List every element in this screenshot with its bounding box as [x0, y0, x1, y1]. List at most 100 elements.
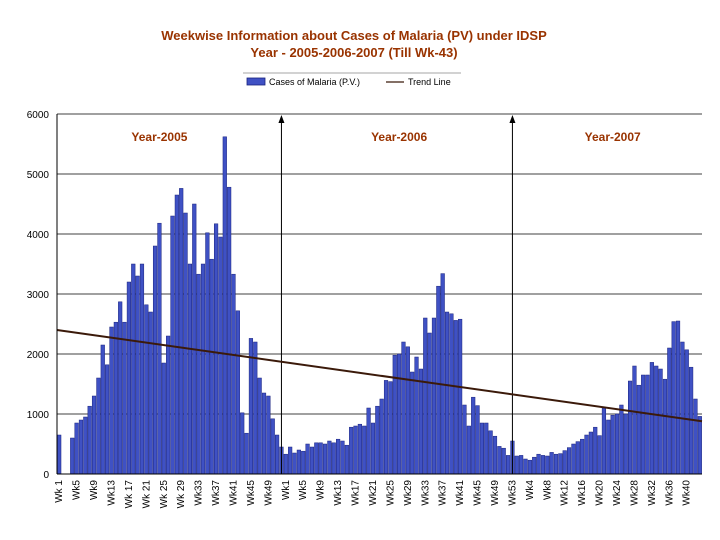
bar: [614, 413, 620, 475]
bar: [100, 344, 105, 475]
bar: [536, 453, 541, 475]
x-tick-label: Wk32: [647, 480, 658, 506]
bar: [675, 320, 681, 475]
x-tick-label: Wk20: [595, 480, 606, 506]
x-tick-label: Wk17: [351, 480, 362, 506]
bar: [462, 404, 467, 475]
x-tick-label: Wk49: [263, 480, 274, 506]
bar: [375, 405, 380, 475]
bar: [344, 444, 349, 475]
bar: [571, 443, 576, 475]
bar: [122, 321, 127, 475]
bar: [584, 434, 589, 475]
bar: [388, 381, 393, 475]
bar: [135, 275, 140, 475]
bar: [227, 186, 232, 475]
bar: [322, 443, 328, 475]
bar: [213, 223, 219, 475]
x-tick-label: Wk13: [333, 480, 344, 506]
bar: [444, 311, 450, 475]
bar: [187, 263, 192, 475]
bar: [366, 407, 371, 475]
bar: [475, 405, 480, 475]
bar: [105, 364, 110, 475]
bar: [697, 416, 702, 475]
bar: [261, 392, 267, 475]
bar: [453, 320, 458, 475]
x-tick-label: Wk25: [385, 480, 396, 506]
bar: [131, 263, 136, 475]
bar: [693, 398, 698, 475]
x-tick-label: Wk9: [316, 480, 327, 500]
bar: [78, 419, 84, 475]
bar: [275, 434, 280, 475]
bar: [248, 338, 254, 475]
bar: [593, 426, 598, 475]
x-tick-label: Wk4: [525, 480, 536, 500]
bar: [645, 374, 650, 475]
bar: [218, 236, 223, 475]
x-tick-label: Wk 25: [159, 480, 170, 509]
bar: [514, 455, 519, 475]
x-tick-label: Wk33: [420, 480, 431, 506]
bar: [253, 341, 258, 475]
x-tick-label: Wk49: [490, 480, 501, 506]
bar: [200, 263, 206, 475]
bar: [305, 443, 310, 475]
x-tick-label: Wk40: [682, 480, 693, 506]
trend-line-group: [56, 329, 703, 423]
bar: [540, 455, 546, 475]
x-tick-label: Wk 21: [141, 480, 152, 509]
bar: [488, 430, 493, 475]
bar: [383, 380, 389, 475]
x-tick-label: Wk5: [72, 480, 83, 500]
x-tick-label: Wk21: [368, 480, 379, 506]
bar: [505, 455, 511, 475]
bar: [410, 371, 415, 475]
bar: [336, 438, 341, 475]
x-tick-label: Wk12: [560, 480, 571, 506]
bar: [222, 136, 227, 475]
bar: [288, 446, 293, 475]
x-tick-label: Wk 1: [54, 480, 65, 503]
bar: [492, 435, 498, 475]
bar: [309, 446, 315, 475]
bar: [628, 380, 633, 475]
bar: [266, 395, 271, 475]
legend: Cases of Malaria (P.V.) Trend Line: [243, 72, 461, 87]
bar: [658, 368, 663, 475]
bar: [623, 413, 628, 475]
bar: [667, 347, 672, 475]
x-tick-label: Wk28: [629, 480, 640, 506]
bar: [519, 455, 524, 475]
x-tick-label: Wk36: [664, 480, 675, 506]
bar: [192, 203, 197, 475]
x-tick-label: Wk53: [507, 480, 518, 506]
bar: [314, 442, 319, 475]
x-tick-label: Wk13: [106, 480, 117, 506]
bar: [244, 432, 249, 475]
bar: [231, 273, 236, 475]
bar: [74, 422, 79, 475]
divider-arrowhead: [509, 115, 516, 123]
bar: [558, 453, 563, 475]
bar: [318, 442, 323, 475]
bar: [632, 365, 637, 475]
bar: [327, 440, 332, 475]
bar: [649, 362, 654, 475]
period-label: Year-2005: [131, 130, 187, 144]
bar: [139, 263, 145, 475]
bar: [283, 453, 288, 475]
bar: [296, 449, 301, 475]
bar: [91, 395, 97, 475]
bar: [501, 447, 506, 475]
bar: [349, 426, 354, 475]
bar: [436, 285, 441, 475]
x-tick-label: Wk 17: [124, 480, 135, 509]
bar: [392, 354, 397, 475]
bar: [532, 456, 537, 475]
bar: [235, 310, 240, 475]
bar: [113, 321, 118, 475]
bar: [458, 318, 463, 475]
